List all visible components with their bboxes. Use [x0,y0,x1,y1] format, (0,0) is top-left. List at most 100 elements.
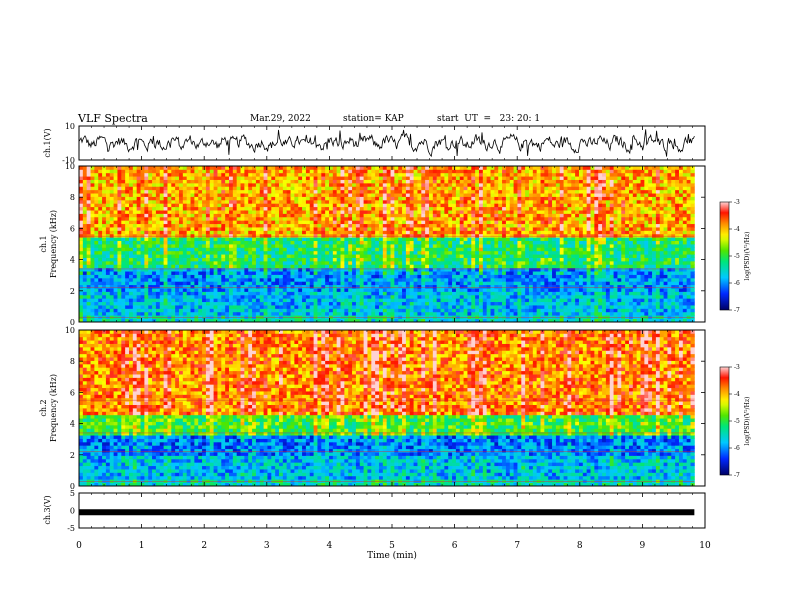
ch1-spectrogram-cell [129,298,134,303]
ch1-spectrogram-cell [140,281,145,286]
ch1-spectrogram-cell [240,186,245,191]
ch1-spectrogram-cell [359,264,365,269]
ch1-spectrogram-cell [86,179,91,184]
ch1-spectrogram-cell [140,284,145,289]
ch1-spectrogram-cell [136,182,141,187]
ch1-spectrogram-cell [432,189,438,194]
ch1-spectrogram-cell [271,166,276,170]
ch1-spectrogram-cell [359,301,365,306]
ch1-spectrogram-cell [190,298,195,303]
ch1-spectrogram-cell [348,250,353,255]
ch1-spectrogram-cell [305,230,311,235]
ch1-spectrogram-cell [394,199,399,204]
ch1-spectrogram-cell [105,277,111,282]
ch1-spectrogram-cell [140,274,145,279]
ch1-spectrogram-cell [340,244,345,248]
ch1-spectrogram-cell [294,196,299,201]
ch1-spectrogram-cell [475,271,480,275]
ch1-spectrogram-cell [186,206,191,211]
ch1-spectrogram-cell [417,193,422,197]
ch1-spectrogram-cell [255,274,261,279]
ch1-spectrogram-cell [294,308,299,313]
ch1-spectrogram-cell [398,267,403,272]
ch1-spectrogram-cell [398,220,403,225]
ch1-spectrogram-cell [194,223,199,228]
ch1-spectrogram-cell [140,227,145,231]
ch1-spectrogram-cell [352,294,357,299]
ch1-spectrogram-cell [194,213,199,218]
ch1-spectrogram-cell [209,189,215,194]
ch1-spectrogram-cell [486,311,491,316]
ch1-spectrogram-cell [336,247,341,252]
ch1-spectrogram-cell [290,284,295,289]
ch1-spectrogram-cell [328,281,334,286]
ch1-spectrogram-cell [382,274,388,279]
ch1-spectrogram-cell [475,199,480,204]
ch1-spectrogram-cell [267,294,272,299]
ch1-spectrogram-cell [182,166,188,170]
ch1-spectrogram-cell [440,220,445,225]
ch1-spectrogram-cell [94,227,99,231]
ch1-spectrogram-cell [217,172,222,177]
ch1-spectrogram-cell [313,182,318,187]
ch1-spectrogram-cell [455,223,461,228]
ch1-spectrogram-cell [294,233,299,238]
ch1-spectrogram-cell [459,230,464,235]
ch1-spectrogram-cell [198,196,203,201]
ch1-spectrogram-cell [159,247,165,252]
ch1-spectrogram-cell [317,193,322,197]
ch1-spectrogram-cell [440,206,445,211]
ch1-spectrogram-cell [417,216,422,221]
ch1-spectrogram-cell [194,186,199,191]
ch1-spectrogram-cell [209,230,215,235]
ch1-spectrogram-cell [478,288,484,292]
ch1-spectrogram-cell [205,257,211,262]
ch1-spectrogram-cell [79,250,84,255]
ch1-spectrogram-cell [413,189,418,194]
ch1-spectrogram-cell [159,176,165,180]
ch1-spectrogram-cell [394,281,399,286]
ch1-spectrogram-cell [309,196,315,201]
ch1-spectrogram-cell [263,247,268,252]
ch1-spectrogram-cell [298,176,303,180]
ch1-spectrogram-cell [163,274,168,279]
ch1-spectrogram-cell [186,291,191,296]
ch1-spectrogram-cell [328,284,334,289]
ch1-spectrogram-cell [140,237,145,242]
ch1-spectrogram-cell [467,288,472,292]
ch1-spectrogram-cell [98,227,103,231]
ch1-spectrogram-cell [405,288,411,292]
ch1-spectrogram-cell [290,199,295,204]
ch1-spectrogram-cell [402,244,407,248]
ch1-spectrogram-cell [317,281,322,286]
ch1-spectrogram-cell [305,199,311,204]
ch1-spectrogram-cell [413,186,418,191]
ch1-spectrogram-cell [225,220,230,225]
ch1-spectrogram-cell [175,311,180,316]
ch1-spectrogram-cell [213,233,218,238]
ch1-spectrogram-cell [98,182,103,187]
ch1-spectrogram-cell [371,257,376,262]
ch1-spectrogram-cell [459,294,464,299]
ch1-spectrogram-cell [232,210,238,214]
ch1-spectrogram-cell [102,172,107,177]
ch1-spectrogram-cell [432,227,438,231]
ch1-spectrogram-cell [475,213,480,218]
ch1-spectrogram-cell [198,260,203,265]
ch1-spectrogram-cell [129,206,134,211]
ch1-spectrogram-cell [221,206,226,211]
ch1-spectrogram-cell [378,203,384,208]
ch1-spectrogram-cell [409,260,414,265]
ch1-spectrogram-cell [217,237,222,242]
ch1-spectrogram-cell [240,257,245,262]
ch1-spectrogram-cell [405,267,411,272]
ch1-spectrogram-cell [175,203,180,208]
ch1-spectrogram-cell [325,294,330,299]
ch1-spectrogram-cell [325,318,330,323]
ch1-spectrogram-cell [113,196,118,201]
ch1-spectrogram-cell [286,264,291,269]
ch1-spectrogram-cell [355,233,361,238]
ch1-spectrogram-cell [317,189,322,194]
ch1-spectrogram-cell [252,298,257,303]
ch1-spectrogram-cell [259,240,265,245]
